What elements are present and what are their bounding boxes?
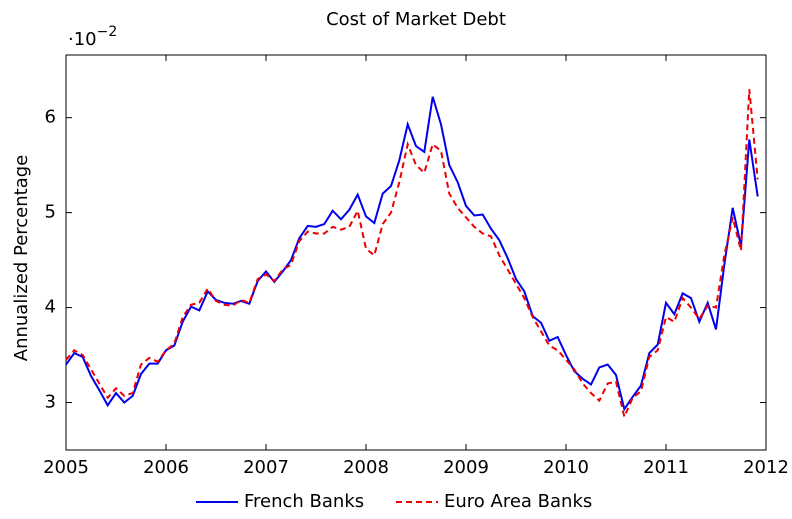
x-tick-label: 2007	[243, 457, 289, 478]
series-line	[65, 89, 759, 420]
y-multiplier-exponent: −2	[97, 24, 118, 40]
y-tick-label: 5	[45, 202, 56, 223]
y-tick-label: 4	[45, 297, 56, 318]
y-multiplier: ·10−2	[68, 24, 117, 50]
x-tick-label: 2009	[443, 457, 489, 478]
x-tick-label: 2012	[743, 457, 789, 478]
series-line	[65, 96, 759, 412]
x-tick-label: 2006	[143, 457, 189, 478]
chart-title: Cost of Market Debt	[326, 9, 506, 30]
x-tick-label: 2008	[343, 457, 389, 478]
legend-label: Euro Area Banks	[444, 491, 592, 512]
x-tick-label: 2005	[43, 457, 89, 478]
x-tick-label: 2011	[643, 457, 689, 478]
x-tick-label: 2010	[543, 457, 589, 478]
y-multiplier-base: ·10	[68, 29, 97, 50]
y-tick-label: 3	[45, 392, 56, 413]
y-tick-label: 6	[45, 107, 56, 128]
y-axis-label: Annualized Percentage	[11, 155, 32, 362]
plot-frame	[65, 54, 767, 451]
legend-label: French Banks	[244, 491, 364, 512]
